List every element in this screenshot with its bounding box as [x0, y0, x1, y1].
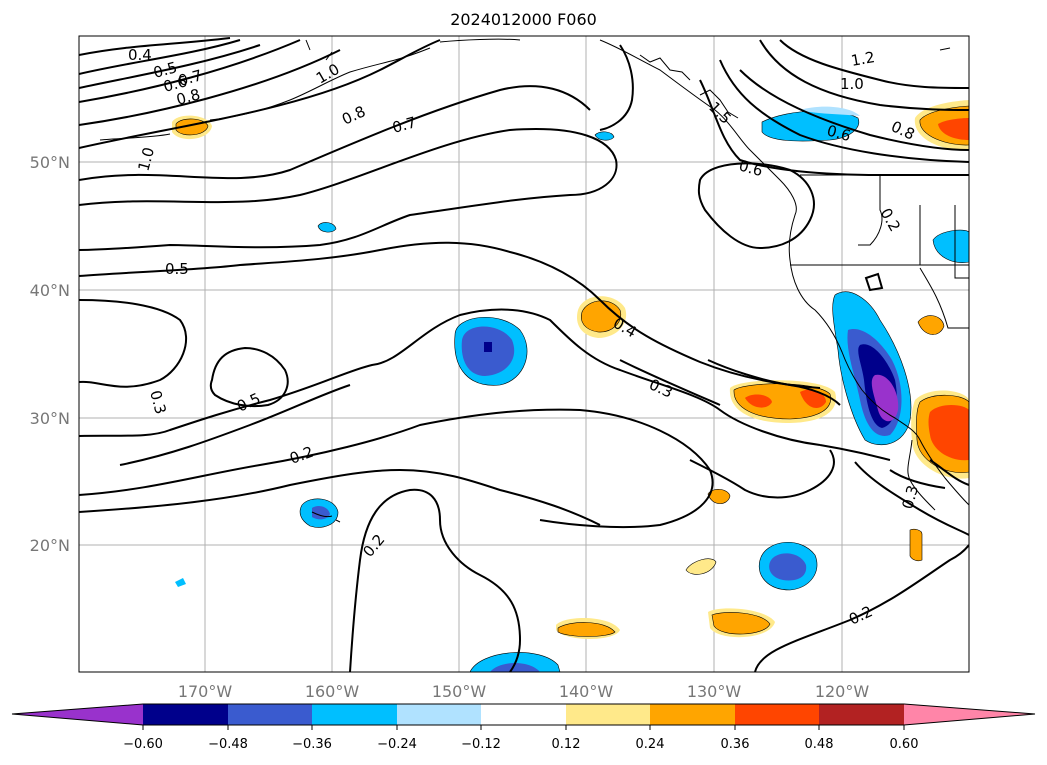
- latitude-labels: 50°N 40°N 30°N 20°N: [30, 153, 70, 555]
- contour-label: 1.2: [850, 48, 877, 70]
- map-title: 2024012000 F060: [450, 10, 597, 29]
- colorbar-segment: [481, 704, 566, 725]
- contour-label: 0.3: [898, 483, 922, 511]
- colorbar-tick-label: −0.48: [208, 737, 248, 752]
- lon-label: 160°W: [305, 682, 360, 701]
- colorbar-max-extend: [904, 704, 1035, 725]
- contour-label: 0.5: [234, 389, 263, 415]
- gridlines: [79, 36, 969, 672]
- contour-label: 1.0: [840, 75, 864, 93]
- colorbar-tick-label: −0.36: [292, 737, 332, 752]
- contour-label: 0.5: [151, 58, 179, 82]
- lat-label: 50°N: [30, 153, 70, 172]
- lat-label: 30°N: [30, 409, 70, 428]
- contour-label: 0.6: [737, 156, 765, 180]
- colorbar-tick-label: 0.48: [805, 737, 834, 752]
- colorbar-min-extend: [12, 704, 143, 725]
- colorbar-segment: [312, 704, 397, 725]
- contour-label: 0.8: [174, 85, 202, 109]
- colorbar-tick-label: 0.60: [890, 737, 919, 752]
- colorbar-segment: [143, 704, 228, 725]
- longitude-labels: 170°W 160°W 150°W 140°W 130°W 120°W: [178, 682, 870, 701]
- shaded-anomalies: [172, 100, 969, 672]
- contour-label: 0.6: [161, 72, 189, 96]
- colorbar-tick-label: 0.36: [721, 737, 750, 752]
- contour-label: 0.7: [176, 66, 204, 90]
- contour-lines: [79, 37, 969, 672]
- colorbar-segment: [228, 704, 312, 725]
- lat-label: 40°N: [30, 281, 70, 300]
- contour-label: 0.2: [877, 205, 905, 235]
- colorbar-segment: [397, 704, 481, 725]
- colorbar: −0.60 −0.48 −0.36 −0.24 −0.12 0.12 0.24 …: [11, 703, 1036, 752]
- colorbar-tick-label: 0.24: [636, 737, 665, 752]
- lon-label: 120°W: [815, 682, 870, 701]
- colorbar-tick-label: −0.60: [123, 737, 163, 752]
- plot-frame: [78, 35, 970, 673]
- lon-label: 140°W: [559, 682, 614, 701]
- contour-label: 0.2: [846, 602, 875, 628]
- contour-label: 0.5: [165, 260, 189, 278]
- contour-label: 1.0: [134, 145, 158, 173]
- colorbar-tick-label: −0.12: [461, 737, 501, 752]
- contour-label: 1.0: [313, 60, 343, 88]
- colorbar-tick-label: −0.24: [377, 737, 417, 752]
- colorbar-segment: [735, 704, 819, 725]
- lon-label: 130°W: [687, 682, 742, 701]
- contour-label: 0.3: [146, 388, 170, 416]
- colorbar-segment: [819, 704, 904, 725]
- contour-label: 0.7: [390, 113, 418, 137]
- colorbar-segment: [566, 704, 650, 725]
- colorbar-segment: [650, 704, 735, 725]
- contour-label: 0.3: [646, 375, 675, 401]
- lon-label: 150°W: [432, 682, 487, 701]
- contour-label: 0.2: [287, 443, 316, 468]
- lon-label: 170°W: [178, 682, 233, 701]
- contour-label: 0.4: [128, 46, 152, 64]
- lat-label: 20°N: [30, 536, 70, 555]
- colorbar-tick-label: 0.12: [552, 737, 581, 752]
- contour-label: 0.6: [825, 121, 853, 145]
- contour-label: 0.2: [359, 531, 388, 561]
- contour-label: 0.8: [339, 102, 368, 128]
- coastlines: [99, 38, 969, 523]
